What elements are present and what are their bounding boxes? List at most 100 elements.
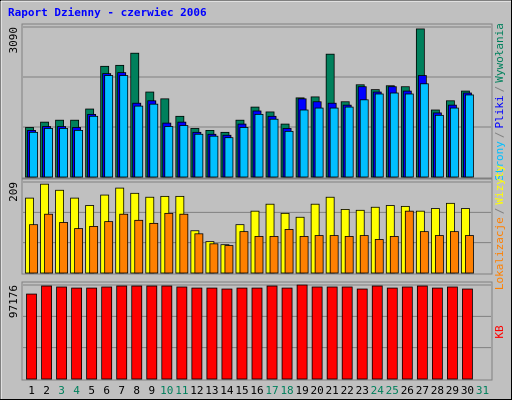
x-tick-label: 22 [341, 384, 354, 397]
bar [89, 115, 99, 178]
legend: KB [493, 325, 506, 339]
bar [194, 233, 204, 274]
x-tick-label: 25 [386, 384, 399, 397]
bar [314, 107, 324, 178]
bar [131, 285, 143, 380]
bar [44, 213, 53, 274]
bar [86, 287, 98, 380]
bar [56, 286, 67, 380]
bar [284, 130, 294, 178]
bar [59, 128, 68, 178]
bar [119, 75, 129, 178]
bar [74, 129, 84, 178]
x-tick-label: 4 [73, 384, 80, 397]
bar [89, 226, 99, 274]
x-tick-label: 8 [133, 384, 140, 397]
bar [74, 228, 84, 274]
bar [269, 118, 279, 178]
bar [119, 213, 129, 274]
bar [344, 106, 354, 178]
bar [359, 235, 369, 274]
bar [239, 127, 249, 178]
bar [269, 236, 279, 274]
bar [239, 231, 249, 274]
bar [224, 245, 234, 274]
bar [251, 287, 263, 380]
bar [299, 236, 309, 274]
legend-entry: Wizyty [493, 165, 506, 205]
bar [431, 287, 443, 380]
bar [374, 239, 384, 274]
bar [101, 286, 113, 380]
y-tick-label: 97176 [7, 285, 20, 318]
chart-title: Raport Dzienny - czerwiec 2006 [8, 6, 207, 19]
legend-separator: / [493, 131, 506, 138]
x-tick-label: 11 [175, 384, 188, 397]
legend-separator: / [493, 208, 506, 215]
bar [146, 285, 158, 380]
x-tick-label: 30 [461, 384, 474, 397]
bar [59, 222, 68, 274]
bar [374, 93, 384, 178]
bar [164, 126, 174, 178]
bar [221, 288, 233, 380]
bar [356, 288, 368, 380]
x-tick-label: 24 [371, 384, 385, 397]
x-tick-label: 13 [205, 384, 218, 397]
bar [176, 286, 188, 380]
x-tick-label: 16 [250, 384, 263, 397]
legend-entry: Wywołania [493, 23, 506, 83]
bar [434, 114, 444, 178]
bar [389, 236, 399, 274]
bar [299, 109, 309, 178]
bar [329, 107, 339, 178]
bar [44, 128, 53, 178]
bar [401, 286, 413, 380]
bar [149, 222, 159, 274]
legend-entry: Lokalizacje [493, 217, 506, 290]
bar [164, 212, 174, 274]
bar [284, 229, 294, 274]
x-tick-label: 15 [235, 384, 248, 397]
legend: Strony / Pliki / Wywołania [493, 23, 506, 181]
x-tick-label: 18 [280, 384, 293, 397]
bar [326, 286, 338, 380]
bar [419, 231, 429, 274]
bar [371, 285, 383, 380]
x-tick-label: 10 [160, 384, 173, 397]
x-tick-label: 7 [118, 384, 125, 397]
x-tick-label: 27 [416, 384, 429, 397]
bar [416, 285, 428, 380]
bar [404, 210, 414, 274]
bar [26, 293, 37, 380]
bar [179, 213, 189, 274]
bar [266, 285, 278, 380]
bar [134, 219, 144, 274]
bar [386, 287, 398, 380]
bar [281, 287, 293, 380]
x-tick-label: 1 [28, 384, 35, 397]
x-tick-label: 19 [295, 384, 308, 397]
bar [419, 83, 429, 178]
bar [29, 224, 38, 274]
bar [450, 231, 459, 274]
bar [359, 99, 369, 178]
x-tick-label: 2 [43, 384, 50, 397]
x-tick-label: 14 [220, 384, 234, 397]
x-tick-label: 9 [148, 384, 155, 397]
bar [224, 137, 234, 178]
x-tick-label: 28 [431, 384, 444, 397]
x-tick-label: 20 [311, 384, 324, 397]
legend-entry: KB [493, 325, 506, 339]
x-tick-label: 21 [326, 384, 339, 397]
legend-entry: Strony [493, 141, 506, 181]
bar [161, 285, 173, 380]
x-tick-label: 6 [103, 384, 110, 397]
bar [194, 133, 204, 178]
bar [329, 235, 339, 274]
y-tick-label: 3090 [7, 27, 20, 54]
bar [236, 287, 248, 380]
bar [254, 236, 264, 274]
bar [296, 284, 308, 380]
